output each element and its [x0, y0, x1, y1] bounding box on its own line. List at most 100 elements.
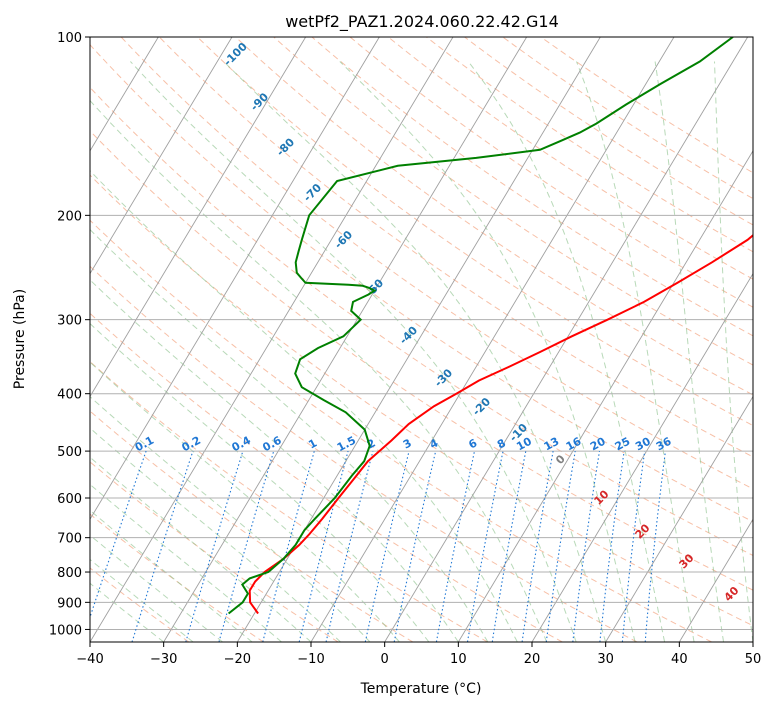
mixing-ratio-label: 20	[588, 435, 608, 454]
moist-adiabat	[90, 170, 518, 642]
moist-adiabat	[130, 61, 577, 642]
mixing-ratio-line	[185, 450, 244, 642]
dry-adiabat	[90, 44, 753, 523]
dry-adiabat	[90, 513, 264, 642]
moist-adiabat	[90, 534, 223, 642]
x-tick-label: −10	[297, 652, 324, 667]
mixing-ratio-label: 30	[633, 435, 653, 454]
dry-adiabat	[90, 174, 753, 627]
mixing-ratio-line	[644, 451, 666, 642]
moist-adiabat	[90, 558, 194, 642]
mixing-ratio-line	[325, 450, 374, 642]
x-tick-label: −30	[150, 652, 177, 667]
mixing-ratio-line	[364, 450, 410, 642]
dry-adiabat	[90, 86, 753, 557]
mixing-ratio-line	[572, 451, 601, 642]
x-tick-label: 30	[597, 652, 614, 667]
dry-adiabat	[90, 219, 712, 642]
isotherms	[0, 37, 753, 642]
dry-adiabat	[501, 37, 753, 200]
moist-adiabat	[90, 279, 459, 642]
y-axis-ticks: 100 200 300 400 500 600 700 800 900 1000	[49, 31, 90, 638]
dry-adiabat	[90, 410, 414, 642]
moist-adiabat	[90, 509, 253, 642]
moist-adiabat-label: -20	[470, 395, 493, 418]
dry-adiabat	[90, 312, 563, 642]
moist-adiabat	[576, 61, 695, 642]
chart-title: wetPf2_PAZ1.2024.060.22.42.G14	[285, 12, 559, 32]
isotherm-line	[90, 37, 307, 398]
mixing-ratio-line	[599, 451, 625, 642]
x-tick-label: 0	[381, 652, 389, 667]
moist-adiabat	[90, 361, 400, 642]
mixing-ratio-label: 10	[514, 435, 534, 454]
dry-adiabat	[120, 37, 753, 490]
moist-adiabat-label: 30	[677, 551, 697, 571]
mixing-ratio-line	[393, 450, 437, 642]
isotherm-line	[90, 37, 233, 275]
mixing-ratio-label: 16	[564, 435, 584, 454]
mixing-ratio-label: 6	[466, 436, 479, 451]
moist-adiabat-label: 40	[722, 584, 742, 604]
profile-lines	[227, 37, 753, 615]
y-tick-label: 900	[57, 596, 82, 611]
isotherm-line	[90, 37, 454, 642]
dry-adiabats	[90, 37, 753, 642]
dry-adiabat	[463, 37, 753, 226]
x-axis-label: Temperature (°C)	[360, 681, 482, 697]
x-tick-label: −40	[76, 652, 103, 667]
dry-adiabat	[90, 265, 638, 642]
moist-adiabat-label: 10	[592, 487, 612, 507]
dewpoint-profile-line	[227, 37, 734, 615]
moist-adiabat-label: -60	[332, 228, 355, 251]
isotherm-line	[457, 150, 753, 642]
moist-adiabat	[223, 61, 607, 642]
x-tick-label: 40	[671, 652, 688, 667]
plot-area: 0.1 0.2 0.4 0.6 1 1.5 2 3 4 6 8 10 13 16 20 25 30 36-100-…	[0, 37, 753, 642]
y-tick-label: 400	[57, 388, 82, 403]
isotherm-line	[531, 272, 753, 642]
isotherm-line	[90, 37, 380, 521]
isotherm-line	[0, 37, 11, 642]
x-tick-label: 50	[745, 652, 762, 667]
y-axis-label: Pressure (hPa)	[12, 289, 28, 389]
dry-adiabat	[196, 37, 753, 427]
moist-adiabat	[90, 427, 341, 642]
dry-adiabat	[158, 37, 753, 458]
y-tick-label: 200	[57, 209, 82, 224]
dry-adiabat	[90, 130, 753, 591]
plot-frame	[89, 36, 754, 643]
y-tick-label: 1000	[49, 623, 82, 638]
isotherm-line	[163, 37, 528, 642]
moist-adiabat	[339, 61, 636, 642]
y-tick-label: 700	[57, 532, 82, 547]
mixing-ratio-line	[131, 450, 194, 642]
mixing-ratio-lines	[90, 450, 666, 642]
dry-adiabat	[311, 37, 753, 337]
moist-adiabat-label: -90	[248, 90, 271, 113]
dry-adiabat	[387, 37, 753, 280]
moist-adiabat	[90, 228, 489, 642]
moist-adiabat-label: -80	[274, 135, 297, 158]
x-tick-label: 10	[450, 652, 467, 667]
y-tick-label: 600	[57, 492, 82, 507]
dry-adiabat	[425, 37, 753, 253]
moist-adiabats	[90, 61, 753, 642]
dry-adiabat	[539, 37, 753, 174]
moist-adiabat	[467, 61, 666, 642]
mixing-ratio-label: 1	[306, 436, 319, 451]
y-tick-label: 500	[57, 445, 82, 460]
x-tick-label: 20	[524, 652, 541, 667]
isoline-labels: 0.1 0.2 0.4 0.6 1 1.5 2 3 4 6 8 10 13 16 20 25 30 36-100-…	[133, 40, 742, 604]
moist-adiabat	[90, 483, 282, 642]
x-tick-label: −20	[224, 652, 251, 667]
x-axis-ticks: −40 −30 −20 −10 0 10 20 30 40 50	[76, 642, 761, 667]
isotherm-line	[310, 37, 675, 642]
moist-adiabat	[90, 99, 548, 642]
isotherm-line	[90, 37, 159, 152]
y-tick-label: 100	[57, 31, 82, 46]
mixing-ratio-label: 13	[542, 435, 562, 454]
moist-adiabat-label: 20	[633, 521, 653, 541]
mixing-ratio-label: 36	[654, 435, 674, 454]
